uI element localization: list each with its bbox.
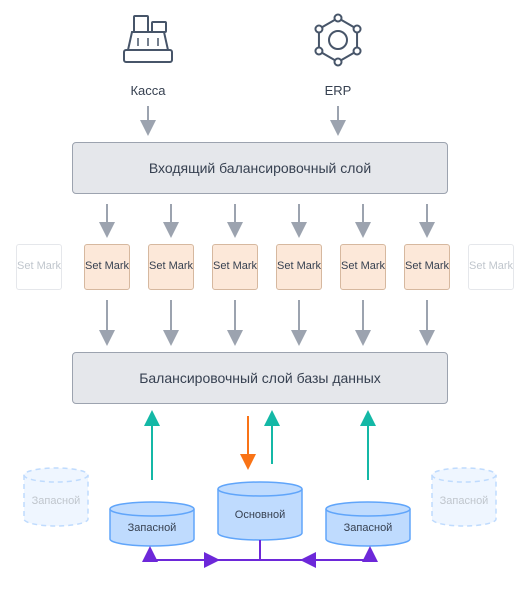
db-ghost_r-label: Запасной <box>432 495 496 507</box>
erp-label: ERP <box>298 83 378 98</box>
setmark-node: Set Mark <box>404 244 450 290</box>
arrow-replication <box>306 552 370 560</box>
layer-inbound: Входящий балансировочный слой <box>72 142 448 194</box>
kassa-label: Касса <box>108 83 188 98</box>
db-spare_r-label: Запасной <box>326 522 410 534</box>
kassa-icon <box>124 16 172 62</box>
setmark-node: Set Mark <box>84 244 130 290</box>
layer-db: Балансировочный слой базы данных <box>72 352 448 404</box>
setmark-node: Set Mark <box>276 244 322 290</box>
db-ghost_l-label: Запасной <box>24 495 88 507</box>
db-main-label: Основной <box>218 509 302 521</box>
setmark-node: Set Mark <box>340 244 386 290</box>
erp-icon <box>315 15 360 66</box>
setmark-node: Set Mark <box>148 244 194 290</box>
db-spare_l-label: Запасной <box>110 522 194 534</box>
setmark-node-ghost: Set Mark <box>468 244 514 290</box>
setmark-node-ghost: Set Mark <box>16 244 62 290</box>
arrow-replication <box>150 552 214 560</box>
setmark-node: Set Mark <box>212 244 258 290</box>
